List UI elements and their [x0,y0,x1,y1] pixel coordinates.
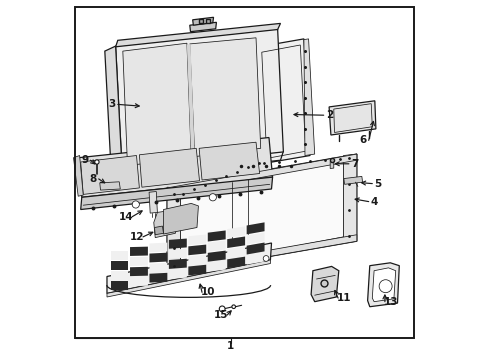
Circle shape [231,305,235,309]
Polygon shape [122,43,191,166]
Circle shape [95,160,99,164]
Polygon shape [189,22,216,32]
Polygon shape [188,265,206,275]
Polygon shape [246,253,264,265]
Circle shape [132,201,139,208]
Polygon shape [303,39,314,156]
Polygon shape [168,259,186,269]
Polygon shape [180,159,343,268]
Polygon shape [110,281,128,290]
Polygon shape [371,268,395,302]
Polygon shape [168,269,186,279]
Polygon shape [168,239,186,249]
Polygon shape [110,251,128,260]
Polygon shape [163,203,198,234]
Polygon shape [149,192,157,213]
Polygon shape [130,247,147,256]
Circle shape [209,194,216,201]
Text: 9: 9 [81,155,88,165]
Text: 15: 15 [214,310,228,320]
Polygon shape [73,156,83,196]
Polygon shape [192,17,213,25]
Polygon shape [167,154,356,194]
Polygon shape [246,243,264,255]
Text: 10: 10 [200,287,215,297]
Polygon shape [110,261,128,270]
Polygon shape [130,267,147,276]
Polygon shape [167,187,180,274]
Polygon shape [107,260,270,297]
Polygon shape [149,273,167,283]
Text: 5: 5 [374,179,381,189]
Text: 6: 6 [359,135,366,145]
Polygon shape [149,243,167,252]
Polygon shape [207,251,225,262]
Polygon shape [328,101,375,135]
Polygon shape [130,257,147,266]
Polygon shape [79,138,272,197]
Polygon shape [186,44,194,158]
Polygon shape [139,148,199,187]
Polygon shape [115,29,283,169]
Polygon shape [81,156,139,194]
Polygon shape [227,237,244,248]
Text: 13: 13 [383,297,397,307]
Polygon shape [207,261,225,272]
Polygon shape [310,266,338,302]
Polygon shape [153,211,179,238]
Polygon shape [188,255,206,265]
Text: 7: 7 [350,159,358,169]
Polygon shape [329,161,333,168]
Polygon shape [107,243,271,293]
Polygon shape [81,177,272,210]
Polygon shape [343,154,356,243]
Circle shape [378,280,391,293]
Polygon shape [167,154,356,274]
Polygon shape [188,244,206,255]
Polygon shape [120,151,283,178]
Circle shape [219,306,224,312]
Polygon shape [115,23,280,47]
Text: 4: 4 [370,197,377,207]
Circle shape [263,256,268,261]
Polygon shape [189,38,260,157]
Polygon shape [110,271,128,280]
Polygon shape [149,263,167,273]
Polygon shape [100,182,120,190]
Polygon shape [367,263,399,307]
Polygon shape [227,257,244,268]
Polygon shape [199,142,259,180]
Polygon shape [207,230,225,242]
Text: 2: 2 [325,110,332,120]
Polygon shape [168,249,186,259]
Polygon shape [154,226,163,235]
Text: 3: 3 [108,99,115,109]
Polygon shape [149,253,167,262]
Text: 8: 8 [89,174,96,184]
Polygon shape [246,222,264,234]
Polygon shape [227,226,244,238]
Text: 11: 11 [336,293,350,303]
Text: 12: 12 [130,232,144,242]
Polygon shape [188,234,206,245]
Text: 1: 1 [227,341,234,351]
Polygon shape [104,46,122,174]
Polygon shape [227,247,244,258]
Text: 14: 14 [119,212,133,222]
Polygon shape [167,235,356,274]
Polygon shape [254,39,309,164]
Polygon shape [130,277,147,286]
Polygon shape [343,176,362,184]
Polygon shape [207,240,225,252]
Polygon shape [246,233,264,244]
